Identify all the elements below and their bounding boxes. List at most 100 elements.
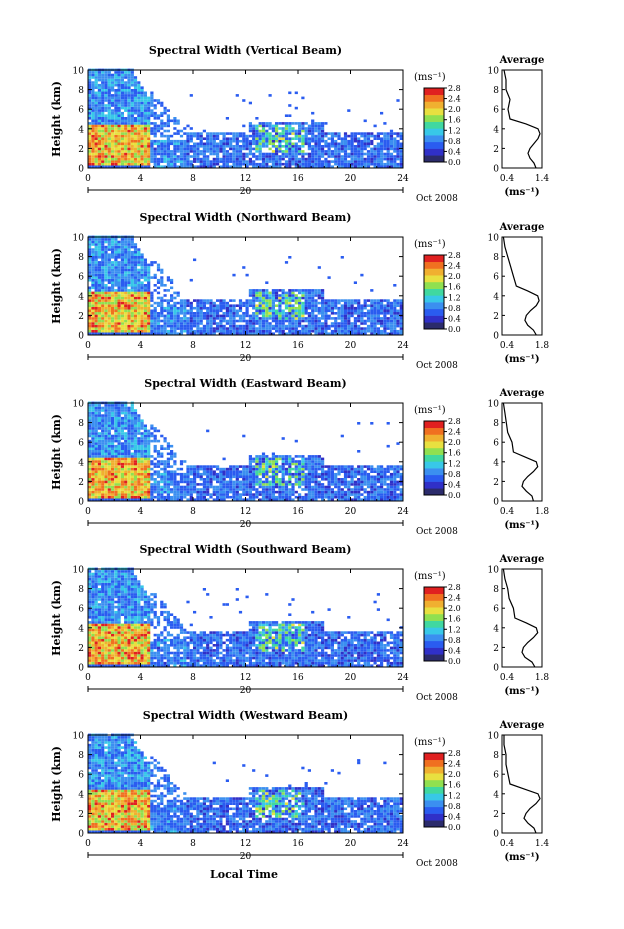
heatmap-cell	[183, 157, 187, 161]
heatmap-cell	[202, 465, 206, 468]
heatmap-cell	[160, 467, 164, 471]
heatmap-cell	[317, 157, 321, 161]
heatmap-cell	[137, 450, 141, 453]
heatmap-cell	[357, 162, 361, 166]
heatmap-cell	[288, 147, 292, 151]
heatmap-cell	[294, 306, 298, 310]
heatmap-cell	[107, 261, 111, 264]
heatmap-cell	[163, 155, 167, 158]
heatmap-cell	[150, 317, 154, 320]
heatmap-cell	[343, 142, 348, 146]
heatmap-cell	[317, 160, 321, 163]
heatmap-cell	[137, 114, 141, 117]
heatmap-cell	[255, 157, 259, 161]
heatmap-cell	[156, 327, 161, 330]
heatmap-cell	[101, 447, 105, 450]
heatmap-cell	[186, 152, 190, 156]
heatmap-cell	[163, 462, 167, 466]
heatmap-cell	[88, 96, 92, 100]
heatmap-cell	[117, 416, 121, 420]
heatmap-cell	[117, 86, 121, 89]
heatmap-cell	[114, 129, 118, 133]
heatmap-cell	[176, 150, 180, 153]
heatmap-cell	[288, 296, 292, 300]
heatmap-cell	[179, 312, 184, 315]
heatmap-cell	[350, 150, 354, 153]
heatmap-cell	[133, 122, 138, 125]
heatmap-cell	[160, 155, 164, 158]
heatmap-cell	[153, 427, 157, 430]
heatmap-cell	[120, 155, 124, 158]
heatmap-cell	[127, 273, 131, 277]
heatmap-cell	[104, 444, 108, 448]
heatmap-cell	[389, 322, 394, 325]
heatmap-cell	[137, 460, 141, 463]
heatmap-cell	[160, 114, 164, 117]
heatmap-cell	[163, 134, 167, 138]
heatmap-cell	[242, 152, 246, 156]
profile-x-tick-label: 1.4	[535, 174, 550, 184]
heatmap-cell	[380, 332, 384, 335]
heatmap-cell	[288, 160, 292, 163]
heatmap-cell	[225, 483, 229, 486]
heatmap-cell	[238, 299, 243, 302]
heatmap-cell	[363, 147, 367, 151]
colorbar-segment	[424, 94, 444, 102]
heatmap-cell	[380, 299, 384, 302]
heatmap-cell	[386, 152, 390, 156]
heatmap-cell	[160, 268, 164, 272]
heatmap-cell	[133, 465, 138, 468]
heatmap-cell	[173, 478, 177, 481]
heatmap-cell	[176, 480, 180, 484]
heatmap-cell	[330, 299, 334, 302]
heatmap-cell	[265, 142, 269, 146]
heatmap-cell	[376, 150, 380, 153]
heatmap-cell	[307, 152, 311, 156]
heatmap-cell	[376, 155, 380, 158]
heatmap-cell	[357, 309, 361, 313]
heatmap-cell	[127, 452, 131, 456]
heatmap-cell	[104, 422, 108, 425]
heatmap-cell	[101, 437, 105, 440]
heatmap-cell	[107, 444, 111, 448]
heatmap-cell	[275, 324, 279, 328]
heatmap-cell	[170, 495, 174, 499]
heatmap-cell	[120, 281, 124, 284]
heatmap-cell	[284, 160, 289, 163]
heatmap-cell	[140, 122, 144, 125]
heatmap-cell	[199, 299, 203, 302]
heatmap-cell	[124, 281, 128, 284]
heatmap-cell	[111, 319, 115, 323]
heatmap-cell	[199, 493, 203, 496]
heatmap-cell	[97, 261, 101, 264]
heatmap-cell	[120, 422, 124, 425]
heatmap-cell	[216, 142, 220, 146]
heatmap-cell	[107, 132, 111, 135]
heatmap-cell	[232, 162, 236, 166]
heatmap-cell	[268, 299, 272, 302]
heatmap-cell	[373, 312, 377, 315]
heatmap-cell	[107, 322, 111, 325]
heatmap-cell	[130, 452, 134, 456]
heatmap-cell	[202, 495, 206, 499]
heatmap-cell	[216, 485, 220, 489]
heatmap-cell	[94, 78, 98, 82]
heatmap-cell	[133, 253, 138, 256]
heatmap-cell	[311, 301, 315, 305]
heatmap-cell	[143, 104, 147, 107]
heatmap-cell	[222, 490, 226, 494]
heatmap-cell	[321, 160, 325, 163]
heatmap-cell	[222, 155, 226, 158]
heatmap-cell	[248, 319, 252, 323]
heatmap-cell	[117, 465, 121, 468]
heatmap-cell	[304, 309, 308, 313]
heatmap-cell	[271, 124, 275, 128]
heatmap-cell	[137, 437, 141, 440]
heatmap-cell	[307, 327, 311, 330]
heatmap-cell	[117, 324, 121, 328]
heatmap-cell	[183, 317, 187, 320]
heatmap-cell	[216, 304, 220, 307]
heatmap-cell	[166, 109, 170, 112]
heatmap-cell	[389, 301, 394, 305]
heatmap-cell	[101, 465, 105, 468]
